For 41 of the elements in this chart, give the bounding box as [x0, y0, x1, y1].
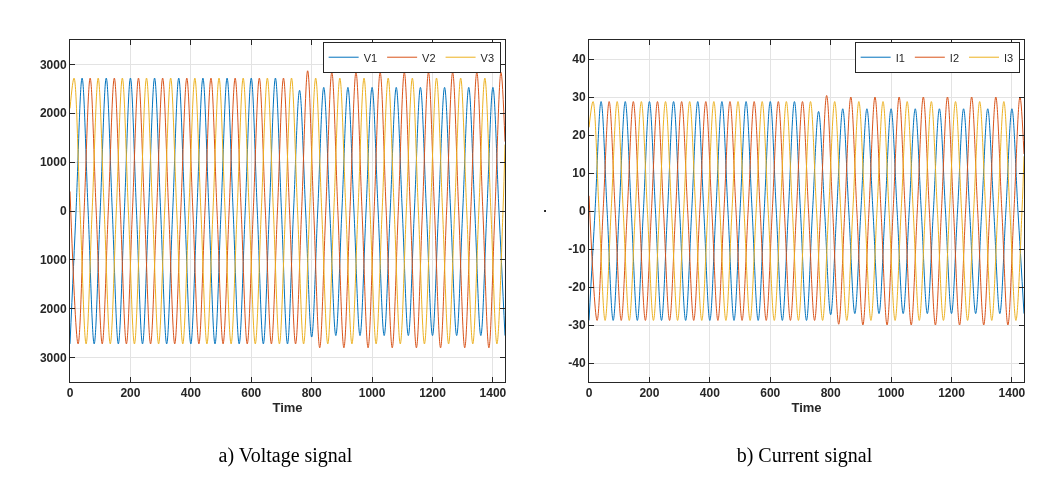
y-tick-label: 1000: [39, 155, 67, 170]
x-tick-label: 1400: [479, 386, 507, 401]
x-tick-label: 600: [760, 386, 781, 401]
x-tick-label: 400: [180, 386, 202, 401]
y-axis-title: .: [534, 209, 550, 213]
x-tick-label: 200: [639, 386, 660, 401]
y-tick-label: 1000: [39, 253, 67, 268]
x-tick-label: 600: [241, 386, 262, 401]
x-axis-title: Time: [272, 400, 303, 416]
y-tick-label: 2000: [39, 106, 67, 121]
text: a) Voltage signal: [218, 443, 353, 467]
y-tick-label: 20: [572, 128, 586, 143]
y-tick-label: -10: [568, 242, 586, 257]
y-tick-label: 10: [572, 166, 586, 181]
x-tick-label: 1000: [877, 386, 905, 401]
legend-label: V1: [363, 51, 378, 64]
x-axis-title: Time: [791, 400, 822, 416]
y-tick-label: -30: [568, 318, 586, 333]
legend-label: I1: [895, 51, 905, 64]
legend-label: V2: [422, 51, 436, 64]
legend-label: I2: [949, 51, 960, 64]
x-tick-label: 1400: [998, 386, 1026, 401]
x-tick-label: 200: [120, 386, 141, 401]
x-tick-label: 800: [301, 386, 322, 401]
y-tick-label: -20: [568, 280, 586, 295]
y-tick-label: 3000: [39, 57, 67, 72]
y-tick-label: 3000: [39, 350, 67, 365]
y-tick-label: 0: [578, 204, 586, 219]
x-tick-label: 1200: [938, 386, 966, 401]
x-tick-label: 400: [699, 386, 721, 401]
x-tick-label: 1000: [358, 386, 386, 401]
y-tick-label: 40: [572, 52, 586, 67]
x-tick-label: 1200: [419, 386, 447, 401]
legend-label: I3: [1004, 51, 1014, 64]
y-tick-label: -40: [568, 356, 586, 371]
y-tick-label: 30: [572, 90, 586, 105]
x-tick-label: 800: [820, 386, 841, 401]
y-tick-label: 0: [59, 204, 67, 219]
legend-label: V3: [480, 51, 495, 64]
text: b) Current signal: [736, 443, 873, 467]
y-tick-label: 2000: [39, 301, 67, 316]
